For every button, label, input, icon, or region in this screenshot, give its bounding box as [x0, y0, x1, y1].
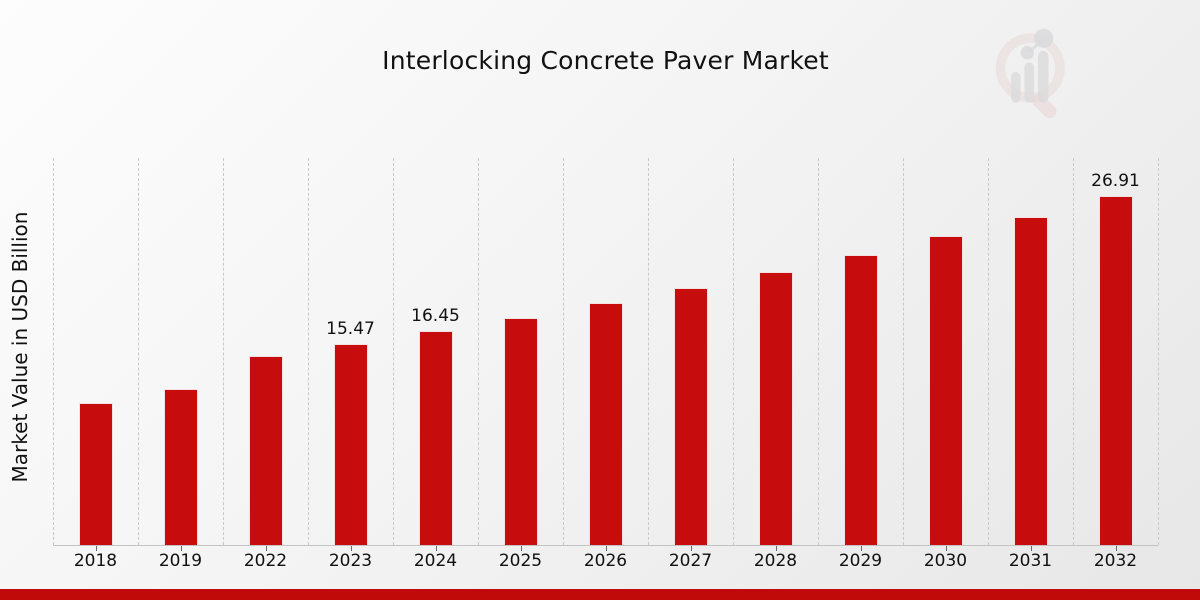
x-axis-label-2022: 2022 — [243, 551, 288, 571]
gridline — [563, 158, 564, 545]
bar-2032 — [1098, 195, 1133, 545]
bar-2031 — [1013, 216, 1048, 545]
bar-2028 — [758, 271, 793, 545]
x-axis-tickmark — [1030, 546, 1032, 551]
bar-value-label-2023: 15.47 — [326, 319, 375, 340]
gridline — [478, 158, 479, 545]
x-axis-line — [53, 545, 1158, 546]
gridline — [1073, 158, 1074, 545]
gridline — [648, 158, 649, 545]
footer-accent-bar — [0, 589, 1200, 600]
magnifier-bar-chart-watermark-logo — [995, 28, 1065, 118]
x-axis-tickmark — [180, 546, 182, 551]
x-axis-label-2018: 2018 — [73, 551, 118, 571]
x-axis-label-2028: 2028 — [753, 551, 798, 571]
x-axis-tickmark — [95, 546, 97, 551]
bar-2019 — [163, 388, 198, 545]
gridline — [308, 158, 309, 545]
y-axis-label: Market Value in USD Billion — [8, 211, 32, 483]
x-axis-tickmark — [520, 546, 522, 551]
gridline — [138, 158, 139, 545]
gridline — [53, 158, 54, 545]
x-axis-tickmark — [350, 546, 352, 551]
x-axis-label-2026: 2026 — [583, 551, 628, 571]
gridline — [903, 158, 904, 545]
bar-2023 — [333, 344, 368, 545]
x-axis-tickmark — [775, 546, 777, 551]
bar-2026 — [588, 303, 623, 545]
plot-area: 15.47 16.45 26.91 — [53, 158, 1159, 551]
x-axis-tickmark — [605, 546, 607, 551]
x-axis-label-2019: 2019 — [158, 551, 203, 571]
gridline — [733, 158, 734, 545]
x-axis-tickmark — [1115, 546, 1117, 551]
x-axis-label-2030: 2030 — [923, 551, 968, 571]
x-axis-label-2027: 2027 — [668, 551, 713, 571]
x-axis-label-2023: 2023 — [328, 551, 373, 571]
bar-2018 — [78, 403, 113, 545]
gridline — [988, 158, 989, 545]
gridline — [393, 158, 394, 545]
bar-2024 — [418, 331, 453, 545]
x-axis-label-2025: 2025 — [498, 551, 543, 571]
bar-value-label-2024: 16.45 — [411, 306, 460, 327]
gridline — [818, 158, 819, 545]
x-axis-label-2024: 2024 — [413, 551, 458, 571]
x-axis-tickmark — [945, 546, 947, 551]
x-axis-tickmark — [860, 546, 862, 551]
bar-2022 — [248, 356, 283, 545]
x-axis-label-2032: 2032 — [1093, 551, 1138, 571]
x-axis-tickmark — [435, 546, 437, 551]
bar-2030 — [928, 236, 963, 545]
bar-2027 — [673, 288, 708, 545]
chart-title: Interlocking Concrete Paver Market — [382, 46, 829, 75]
gridline — [223, 158, 224, 545]
bar-value-label-2032: 26.91 — [1091, 170, 1140, 191]
bar-2029 — [843, 254, 878, 545]
x-axis-label-2031: 2031 — [1008, 551, 1053, 571]
bar-2025 — [503, 317, 538, 545]
x-axis-tickmark — [690, 546, 692, 551]
x-axis-label-2029: 2029 — [838, 551, 883, 571]
x-axis-tickmark — [265, 546, 267, 551]
gridline — [1158, 158, 1159, 545]
